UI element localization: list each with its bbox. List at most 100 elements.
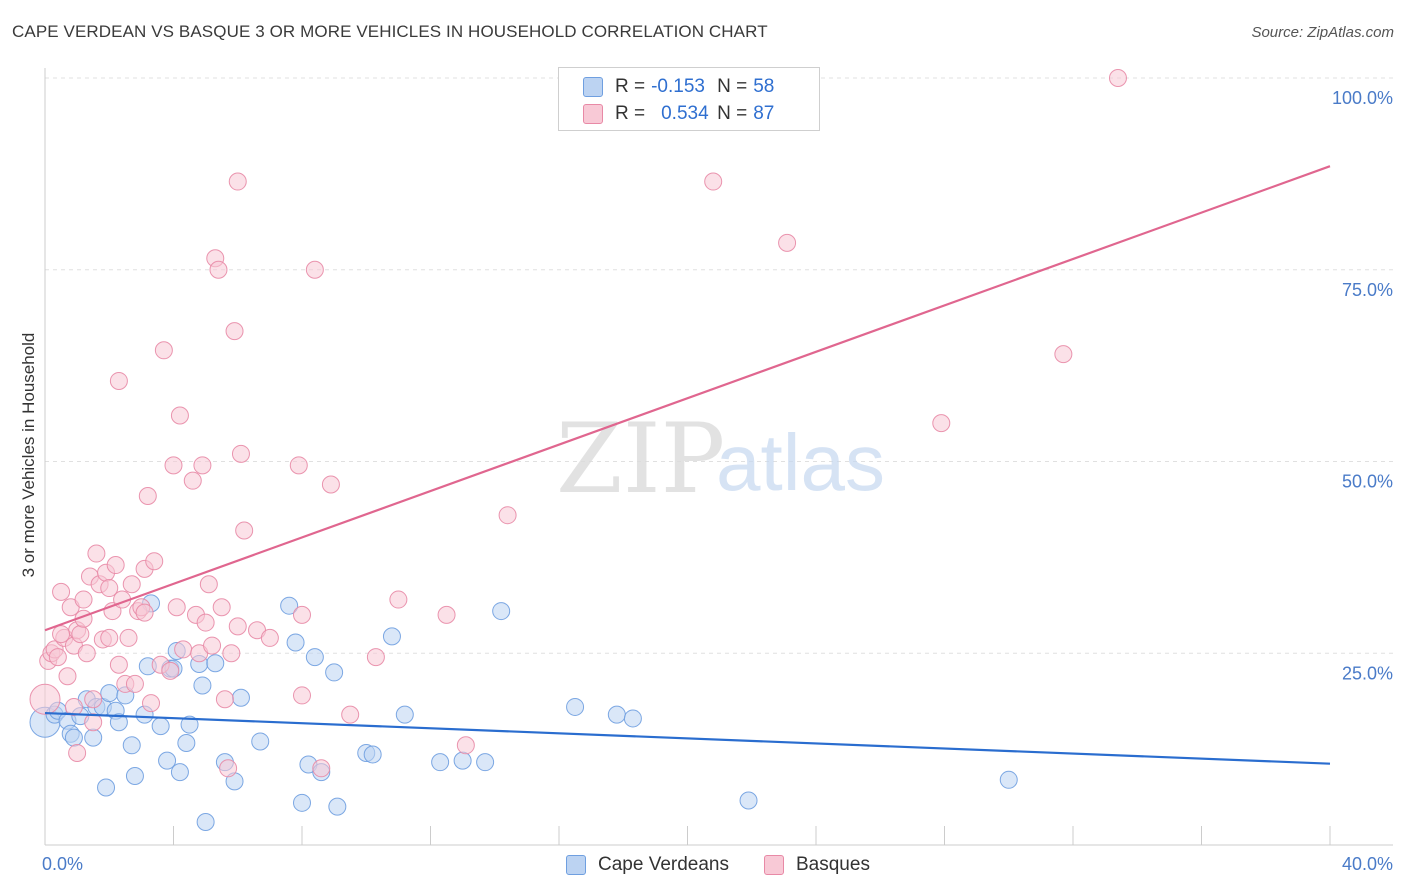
basque-swatch bbox=[583, 104, 603, 124]
n-label: N = bbox=[717, 76, 748, 97]
cape-verdean-point bbox=[280, 596, 299, 615]
cape-verdean-point bbox=[286, 633, 305, 652]
basque-point bbox=[1054, 345, 1073, 364]
r-value: 0.534 bbox=[661, 103, 709, 124]
basque-point bbox=[341, 705, 360, 724]
basque-point bbox=[100, 579, 119, 598]
cape-verdean-point bbox=[125, 766, 144, 785]
legend-label: Cape Verdeans bbox=[598, 854, 729, 875]
cape-verdean-point bbox=[84, 728, 103, 747]
stats-legend: R = -0.153 N = 58 R = 0.534 N = 87 bbox=[558, 67, 820, 131]
basque-point bbox=[778, 233, 797, 252]
trend-lines bbox=[44, 165, 1331, 765]
basque-point bbox=[437, 605, 456, 624]
basque-point bbox=[135, 603, 154, 622]
y-tick-label: 75.0% bbox=[1342, 280, 1393, 300]
basque-point bbox=[48, 648, 67, 667]
basque-point bbox=[235, 521, 254, 540]
basque-swatch bbox=[764, 855, 784, 875]
basque-point bbox=[71, 625, 90, 644]
n-value: 87 bbox=[753, 103, 775, 124]
cape-verdean-point bbox=[206, 654, 225, 673]
r-label: R = bbox=[615, 103, 646, 124]
basque-point bbox=[164, 456, 183, 475]
cape-verdean-swatch bbox=[583, 77, 603, 97]
cape-verdean-point bbox=[395, 705, 414, 724]
tick-labels: 25.0% 50.0% 75.0% 100.0% 0.0% 40.0% bbox=[42, 88, 1393, 874]
basque-point bbox=[228, 172, 247, 191]
basque-point bbox=[145, 552, 164, 571]
n-label: N = bbox=[717, 103, 748, 124]
watermark-zip: ZIP bbox=[556, 403, 725, 515]
basque-point bbox=[106, 556, 125, 575]
basque-point bbox=[389, 590, 408, 609]
basque-point bbox=[109, 655, 128, 674]
x-tick-label: 0.0% bbox=[42, 854, 83, 874]
cape-verdean-point bbox=[325, 663, 344, 682]
cape-verdean-point bbox=[453, 751, 472, 770]
cape-verdean-point bbox=[170, 763, 189, 782]
basque-point bbox=[125, 674, 144, 693]
legend-item-cape-verdeans[interactable]: Cape Verdeans bbox=[566, 852, 729, 878]
legend-label: Basques bbox=[796, 854, 870, 875]
basque-point bbox=[289, 456, 308, 475]
x-tick-label: 40.0% bbox=[1342, 854, 1393, 874]
legend-item-basques[interactable]: Basques bbox=[764, 852, 870, 878]
basque-point bbox=[64, 697, 83, 716]
y-tick-label: 50.0% bbox=[1342, 472, 1393, 492]
basque-point bbox=[203, 636, 222, 655]
cape-verdean-point bbox=[251, 732, 270, 751]
cape-verdean-point bbox=[999, 770, 1018, 789]
basque-point bbox=[312, 759, 331, 778]
basque-point bbox=[293, 686, 311, 705]
basque-point bbox=[212, 598, 231, 617]
cape-verdean-point bbox=[382, 627, 401, 646]
n-value: 58 bbox=[753, 76, 775, 97]
cape-verdean-point bbox=[158, 751, 177, 770]
basque-point bbox=[196, 613, 215, 632]
cape-verdean-point bbox=[100, 684, 119, 703]
cape-verdean-point bbox=[64, 728, 83, 747]
basque-point bbox=[199, 575, 218, 594]
basque-point bbox=[74, 590, 93, 609]
basque-point bbox=[84, 690, 103, 709]
basque-point bbox=[260, 628, 279, 647]
basque-point bbox=[321, 475, 340, 494]
cape-verdean-point bbox=[476, 753, 495, 772]
basque-point bbox=[228, 617, 247, 636]
basque-point bbox=[167, 598, 186, 617]
cape-verdean-point bbox=[566, 697, 585, 716]
basque-point bbox=[174, 640, 193, 659]
basque-point bbox=[154, 341, 173, 360]
basque-point bbox=[704, 172, 723, 191]
cape-verdean-point bbox=[328, 797, 347, 816]
cape-verdean-point bbox=[196, 812, 215, 831]
basque-point bbox=[119, 628, 138, 647]
basque-point bbox=[138, 487, 157, 506]
basque-point bbox=[109, 371, 128, 390]
source-label: Source: ZipAtlas.com bbox=[1251, 24, 1394, 41]
r-label: R = bbox=[615, 76, 646, 97]
r-value: -0.153 bbox=[651, 76, 705, 97]
cape-verdean-point bbox=[431, 753, 450, 772]
cape-verdean-point bbox=[122, 736, 141, 755]
basque-point bbox=[305, 260, 324, 279]
basque-point bbox=[456, 736, 475, 755]
cape-verdean-trend-line bbox=[44, 711, 1331, 765]
cape-verdean-point bbox=[739, 791, 758, 810]
data-points bbox=[29, 69, 1127, 831]
basque-point bbox=[932, 414, 951, 433]
cape-verdean-point bbox=[109, 713, 128, 732]
basque-point bbox=[52, 625, 71, 644]
basque-point bbox=[52, 582, 71, 601]
axes bbox=[44, 68, 1393, 846]
cape-verdean-point bbox=[97, 778, 116, 797]
basque-point bbox=[29, 683, 61, 715]
basque-point bbox=[209, 260, 228, 279]
cape-verdean-point bbox=[193, 676, 212, 695]
cape-verdean-point bbox=[623, 709, 642, 728]
basque-point bbox=[193, 456, 212, 475]
basque-point bbox=[161, 661, 180, 680]
basque-point bbox=[219, 759, 238, 778]
